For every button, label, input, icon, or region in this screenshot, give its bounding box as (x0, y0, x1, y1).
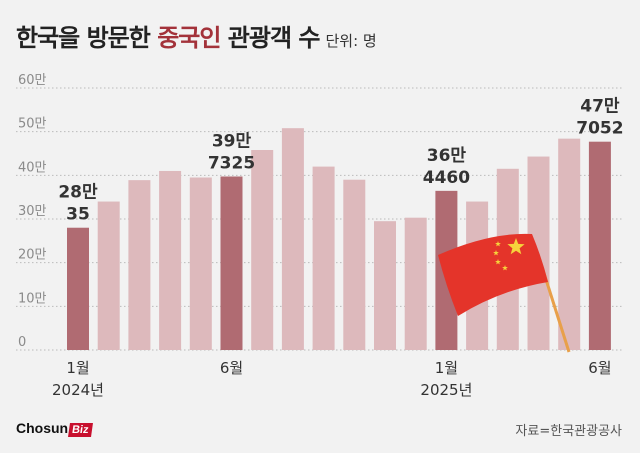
flag-star-icon (493, 250, 499, 256)
value-label: 47만 (580, 97, 620, 117)
y-tick-label: 20만 (18, 248, 47, 263)
x-tick-label: 1월 (435, 359, 458, 377)
bar (558, 138, 581, 350)
flag-star-icon (495, 241, 501, 247)
flag-star-icon (502, 265, 508, 271)
title-accent: 중국인 (157, 24, 221, 52)
bar (374, 221, 396, 350)
y-tick-label: 50만 (18, 117, 47, 132)
x-tick-label: 2024년 (52, 381, 104, 399)
bar (281, 128, 304, 350)
logo-main: Chosun (16, 420, 69, 436)
logo-biz: Biz (68, 423, 93, 437)
value-label: 7325 (208, 154, 255, 174)
value-label: 28만 (58, 183, 98, 203)
flag-star-icon (495, 259, 501, 265)
bar (189, 177, 212, 350)
value-label: 4460 (423, 168, 470, 188)
value-label: 39만 (212, 132, 252, 152)
flag-pole (541, 269, 571, 353)
value-label: 35 (66, 205, 90, 225)
bar (343, 179, 366, 350)
chart-title: 한국을 방문한 중국인 관광객 수 단위: 명 (16, 18, 377, 53)
x-tick-label: 6월 (588, 359, 611, 377)
y-tick-label: 10만 (18, 291, 47, 306)
x-tick-label: 1월 (66, 359, 89, 377)
bar (251, 150, 274, 350)
value-label: 36만 (427, 146, 467, 166)
y-tick-label: 30만 (18, 204, 47, 219)
bar (220, 176, 243, 350)
flag-star-icon (507, 238, 525, 255)
y-tick-label: 60만 (18, 73, 47, 88)
bar (312, 166, 335, 350)
bar (97, 201, 120, 350)
bar (588, 141, 611, 350)
source-note: 자료=한국관광공사 (515, 424, 622, 439)
x-tick-label: 2025년 (420, 381, 472, 399)
unit-label: 단위: 명 (325, 32, 377, 50)
title-part2: 관광객 수 (220, 24, 321, 52)
title-part1: 한국을 방문한 (16, 24, 158, 52)
bar (128, 180, 151, 350)
x-tick-label: 6월 (220, 359, 243, 377)
chosunbiz-logo: Chosun Biz (16, 420, 93, 437)
china-flag-icon (438, 233, 548, 316)
bar (159, 170, 182, 350)
bar (67, 227, 89, 350)
bar (404, 217, 427, 350)
value-label: 7052 (576, 119, 623, 139)
y-tick-label: 40만 (18, 160, 47, 175)
y-tick-label: 0 (18, 335, 26, 350)
